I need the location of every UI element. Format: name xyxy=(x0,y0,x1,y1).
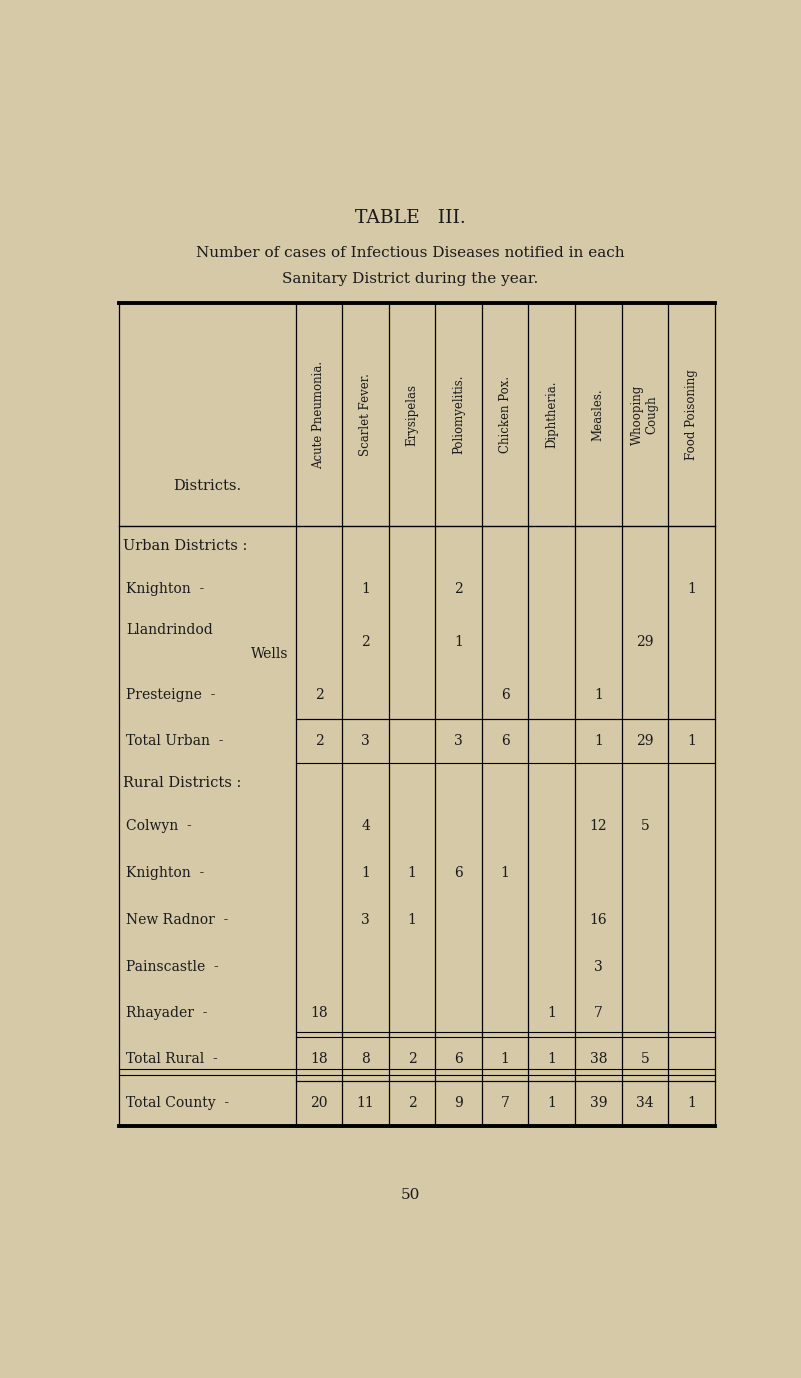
Text: 6: 6 xyxy=(454,1053,463,1067)
Text: 5: 5 xyxy=(641,1053,650,1067)
Text: 11: 11 xyxy=(356,1097,374,1111)
Text: Erysipelas: Erysipelas xyxy=(405,383,419,445)
Text: 6: 6 xyxy=(501,734,509,748)
Text: 2: 2 xyxy=(315,734,324,748)
Text: New Radnor  -: New Radnor - xyxy=(127,912,228,926)
Text: 3: 3 xyxy=(594,959,602,974)
Text: 1: 1 xyxy=(547,1097,556,1111)
Text: Llandrindod: Llandrindod xyxy=(127,623,213,637)
Text: 1: 1 xyxy=(361,582,370,595)
Text: Rural Districts :: Rural Districts : xyxy=(123,776,241,790)
Text: TABLE   III.: TABLE III. xyxy=(355,209,466,227)
Text: 1: 1 xyxy=(687,1097,696,1111)
Text: Poliomyelitis.: Poliomyelitis. xyxy=(452,375,465,455)
Text: Knighton  -: Knighton - xyxy=(127,865,204,879)
Text: Colwyn  -: Colwyn - xyxy=(127,819,192,832)
Text: 1: 1 xyxy=(687,582,696,595)
Text: 1: 1 xyxy=(547,1053,556,1067)
Text: 6: 6 xyxy=(501,689,509,703)
Text: Total Urban  -: Total Urban - xyxy=(127,734,223,748)
Text: 1: 1 xyxy=(361,865,370,879)
Text: 3: 3 xyxy=(454,734,463,748)
Text: Painscastle  -: Painscastle - xyxy=(127,959,219,974)
Text: Total Rural  -: Total Rural - xyxy=(127,1053,218,1067)
Text: Total County  -: Total County - xyxy=(127,1097,229,1111)
Text: 1: 1 xyxy=(594,689,602,703)
Text: 38: 38 xyxy=(590,1053,607,1067)
Text: Measles.: Measles. xyxy=(592,389,605,441)
Text: 1: 1 xyxy=(547,1006,556,1021)
Text: 3: 3 xyxy=(361,912,370,926)
Text: 7: 7 xyxy=(594,1006,602,1021)
Text: Number of cases of Infectious Diseases notified in each: Number of cases of Infectious Diseases n… xyxy=(196,247,625,260)
Text: 12: 12 xyxy=(590,819,607,832)
Text: 8: 8 xyxy=(361,1053,370,1067)
Text: Rhayader  -: Rhayader - xyxy=(127,1006,207,1021)
Text: 2: 2 xyxy=(408,1053,417,1067)
Text: 9: 9 xyxy=(454,1097,463,1111)
Text: 6: 6 xyxy=(454,865,463,879)
Text: 1: 1 xyxy=(594,734,602,748)
Text: 5: 5 xyxy=(641,819,650,832)
Text: Food Poisoning: Food Poisoning xyxy=(685,369,698,460)
Text: Chicken Pox.: Chicken Pox. xyxy=(499,376,512,453)
Text: 7: 7 xyxy=(501,1097,509,1111)
Text: 16: 16 xyxy=(590,912,607,926)
Text: 29: 29 xyxy=(636,635,654,649)
Text: 29: 29 xyxy=(636,734,654,748)
Text: 1: 1 xyxy=(687,734,696,748)
Text: Diphtheria.: Diphtheria. xyxy=(545,380,558,448)
Text: Wells: Wells xyxy=(251,648,288,661)
Text: Scarlet Fever.: Scarlet Fever. xyxy=(359,373,372,456)
Text: 1: 1 xyxy=(454,635,463,649)
Text: 2: 2 xyxy=(361,635,370,649)
Text: Sanitary District during the year.: Sanitary District during the year. xyxy=(283,271,538,285)
Text: 1: 1 xyxy=(501,1053,509,1067)
Text: Districts.: Districts. xyxy=(173,478,241,493)
Text: 3: 3 xyxy=(361,734,370,748)
Text: 1: 1 xyxy=(501,865,509,879)
Text: 1: 1 xyxy=(408,865,417,879)
Text: 18: 18 xyxy=(310,1006,328,1021)
Text: 4: 4 xyxy=(361,819,370,832)
Text: Whooping
Cough: Whooping Cough xyxy=(631,384,659,445)
Text: 50: 50 xyxy=(400,1188,421,1202)
Text: 18: 18 xyxy=(310,1053,328,1067)
Text: Presteigne  -: Presteigne - xyxy=(127,689,215,703)
Text: Acute Pneumonia.: Acute Pneumonia. xyxy=(312,361,325,469)
Text: 2: 2 xyxy=(454,582,463,595)
Text: Knighton  -: Knighton - xyxy=(127,582,204,595)
Text: 20: 20 xyxy=(310,1097,328,1111)
Text: Urban Districts :: Urban Districts : xyxy=(123,539,248,553)
Text: 39: 39 xyxy=(590,1097,607,1111)
Text: 2: 2 xyxy=(315,689,324,703)
Text: 34: 34 xyxy=(636,1097,654,1111)
Text: 2: 2 xyxy=(408,1097,417,1111)
Text: 1: 1 xyxy=(408,912,417,926)
